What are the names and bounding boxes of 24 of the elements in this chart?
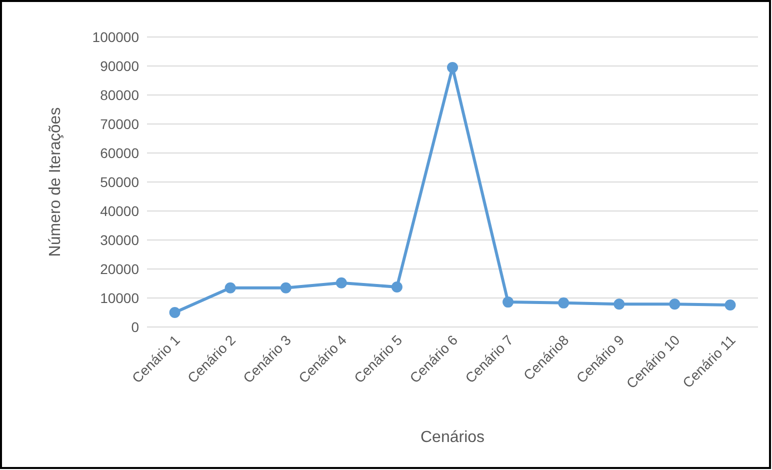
point [614, 298, 625, 310]
point [336, 277, 347, 288]
y-tick-label: 90000 [100, 58, 140, 74]
point [502, 296, 514, 308]
y-tick-label: 70000 [100, 116, 140, 132]
point [669, 298, 680, 310]
point [447, 62, 458, 73]
point [724, 299, 736, 310]
point [280, 282, 292, 294]
y-tick-label: 40000 [100, 202, 140, 219]
y-tick-label: 20000 [100, 260, 140, 277]
point [169, 307, 180, 318]
y-axis-title: Número de Iterações [47, 107, 64, 257]
y-tick-label: 100000 [92, 28, 140, 45]
y-tick-label: 30000 [100, 232, 140, 248]
y-tick-label: 0 [131, 318, 140, 335]
y-tick-label: 50000 [100, 174, 140, 190]
point [558, 297, 570, 308]
point [391, 281, 402, 292]
y-tick-label: 80000 [100, 86, 140, 103]
point [224, 282, 236, 294]
x-axis-title: Cenários [420, 429, 485, 446]
y-tick-label: 10000 [100, 290, 140, 306]
y-tick-label: 60000 [100, 144, 140, 161]
